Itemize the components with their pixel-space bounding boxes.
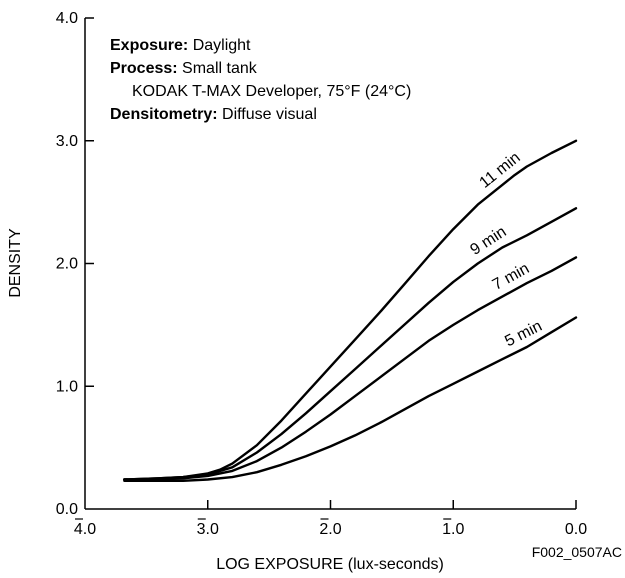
exposure-label: Exposure: (110, 37, 188, 54)
x-tick-label: 3.0 (197, 521, 219, 538)
x-tick-label: 4.0 (74, 521, 96, 538)
densitometry-value: Diffuse visual (218, 106, 317, 123)
figure-code: F002_0507AC (532, 544, 622, 560)
x-axis-title: LOG EXPOSURE (lux-seconds) (216, 556, 444, 573)
y-axis-title: DENSITY (7, 228, 24, 298)
curve-label: 9 min (467, 223, 509, 259)
process-label: Process: (110, 60, 178, 77)
curve-5-min (123, 316, 578, 482)
exposure-line: Exposure: Daylight (110, 37, 251, 54)
curve-9-min (123, 207, 578, 481)
y-tick-label: 0.0 (56, 501, 78, 518)
densitometry-label: Densitometry: (110, 106, 218, 123)
curve-label: 5 min (502, 318, 545, 351)
x-tick-label: 2.0 (319, 521, 341, 538)
curves (123, 139, 578, 482)
developer-line: KODAK T-MAX Developer, 75°F (24°C) (132, 83, 411, 100)
y-tick-label: 4.0 (56, 10, 78, 27)
x-tick-label: 1.0 (442, 521, 464, 538)
curve-11-min (123, 139, 578, 481)
y-tick-label: 2.0 (56, 256, 78, 273)
densitometry-line: Densitometry: Diffuse visual (110, 106, 317, 123)
curve-7-min (123, 256, 578, 481)
curve-label: 7 min (490, 260, 532, 294)
process-line: Process: Small tank (110, 60, 258, 77)
conditions-annotation: Exposure: Daylight Process: Small tank K… (110, 37, 411, 123)
process-value: Small tank (178, 60, 258, 77)
x-axis-ticks: 4.0 3.0 2.0 1.0 0.0 (74, 500, 587, 538)
exposure-value: Daylight (188, 37, 251, 54)
y-tick-label: 3.0 (56, 133, 78, 150)
y-axis-ticks: 0.0 1.0 2.0 3.0 4.0 (56, 10, 94, 518)
x-tick-label: 0.0 (565, 521, 587, 538)
y-tick-label: 1.0 (56, 378, 78, 395)
